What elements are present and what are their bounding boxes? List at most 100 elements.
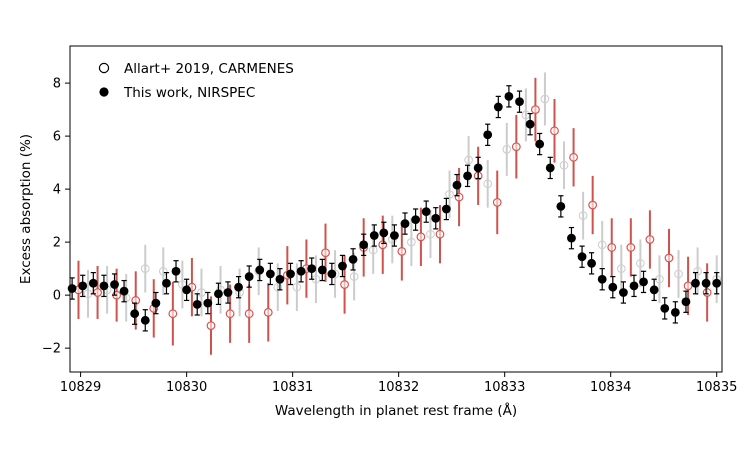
carmenes-light-point: [349, 272, 359, 281]
nirspec-point: [535, 139, 545, 149]
nirspec-point: [379, 228, 389, 238]
nirspec-point: [234, 282, 243, 292]
nirspec-point: [317, 265, 327, 275]
carmenes-point: [340, 280, 349, 289]
carmenes-point: [588, 200, 598, 210]
carmenes-light-point: [540, 94, 550, 104]
carmenes-point: [492, 197, 502, 207]
nirspec-point: [286, 269, 295, 279]
nirspec-point: [400, 219, 410, 228]
y-tick-label: 2: [53, 236, 61, 251]
carmenes-point: [206, 321, 216, 331]
legend-label-nirspec: This work, NIRSPEC: [123, 85, 255, 101]
nirspec-point: [463, 171, 472, 181]
carmenes-light-point: [483, 179, 493, 189]
y-tick-label: −2: [42, 342, 61, 357]
carmenes-light-point: [445, 190, 454, 199]
carmenes-light-point: [559, 160, 569, 170]
y-axis-ticks: −2 0 2 4 6 8: [42, 77, 70, 357]
nirspec-point: [629, 281, 639, 291]
carmenes-light-point: [426, 229, 435, 239]
nirspec-point: [99, 281, 109, 291]
carmenes-light-point: [502, 145, 512, 154]
nirspec-point: [88, 278, 98, 288]
carmenes-light-point: [464, 155, 473, 165]
nirspec-point: [504, 91, 514, 101]
carmenes-point: [131, 296, 141, 305]
nirspec-point: [421, 207, 431, 217]
nirspec-point: [67, 284, 77, 293]
carmenes-light-point: [597, 240, 607, 250]
nirspec-point: [701, 278, 711, 288]
nirspec-point: [275, 274, 285, 284]
carmenes-point: [607, 243, 617, 252]
y-tick-label: 0: [53, 289, 61, 304]
x-tick-label: 10834: [590, 380, 631, 395]
nirspec-point: [525, 119, 535, 129]
carmenes-point: [93, 288, 102, 297]
carmenes-point: [702, 288, 712, 297]
carmenes-point: [664, 253, 674, 263]
carmenes-point: [683, 281, 693, 291]
carmenes-point: [626, 243, 636, 252]
nirspec-points: [67, 91, 722, 325]
nirspec-point: [441, 204, 451, 214]
carmenes-point: [435, 229, 445, 239]
carmenes-light-point: [616, 264, 626, 273]
nirspec-point: [265, 269, 275, 279]
nirspec-point: [162, 278, 171, 288]
carmenes-light-point: [578, 211, 588, 220]
carmenes-point: [511, 142, 521, 152]
nirspec-point: [587, 258, 596, 268]
nirspec-point: [411, 215, 421, 225]
carmenes-light-point: [140, 264, 150, 273]
carmenes-point: [397, 247, 407, 256]
x-tick-label: 10829: [60, 380, 101, 395]
nirspec-point: [223, 288, 233, 297]
carmenes-point: [263, 307, 273, 317]
carmenes-point: [416, 232, 426, 242]
nirspec-point: [78, 281, 88, 291]
nirspec-point: [327, 269, 337, 279]
x-axis-label: Wavelength in planet rest frame (Å): [275, 402, 517, 419]
nirspec-point: [431, 213, 441, 223]
x-tick-label: 10835: [696, 380, 737, 395]
legend-marker-carmenes: [98, 62, 110, 74]
nirspec-point: [515, 97, 524, 107]
nirspec-point: [660, 303, 670, 313]
x-tick-label: 10833: [484, 380, 525, 395]
nirspec-point: [110, 280, 119, 289]
y-tick-label: 6: [53, 130, 61, 145]
carmenes-light-point: [292, 282, 302, 292]
carmenes-point: [225, 309, 235, 319]
x-tick-label: 10832: [378, 380, 419, 395]
carmenes-light-point: [158, 266, 168, 276]
nirspec-point: [359, 240, 369, 250]
nirspec-point: [244, 272, 254, 281]
y-axis-label: Excess absorption (%): [18, 134, 34, 284]
carmenes-point: [321, 248, 330, 258]
nirspec-point: [577, 252, 587, 262]
nirspec-point: [296, 266, 306, 276]
y-tick-label: 8: [53, 77, 61, 92]
nirspec-point: [338, 261, 347, 271]
carmenes-light-point: [693, 266, 702, 276]
x-tick-label: 10830: [166, 380, 207, 395]
carmenes-light-error-bars: [87, 72, 718, 322]
carmenes-point: [378, 240, 388, 250]
carmenes-light-point: [273, 282, 283, 292]
nirspec-point: [567, 233, 576, 243]
x-tick-label: 10831: [272, 380, 313, 395]
nirspec-point: [119, 286, 129, 296]
nirspec-point: [255, 265, 265, 275]
nirspec-point: [639, 277, 648, 287]
carmenes-point: [569, 152, 578, 162]
nirspec-point: [348, 254, 358, 264]
nirspec-point: [192, 300, 202, 309]
nirspec-point: [681, 297, 691, 307]
nirspec-point: [390, 231, 399, 240]
nirspec-point: [140, 315, 150, 325]
nirspec-point: [712, 278, 722, 288]
nirspec-point: [452, 180, 462, 190]
